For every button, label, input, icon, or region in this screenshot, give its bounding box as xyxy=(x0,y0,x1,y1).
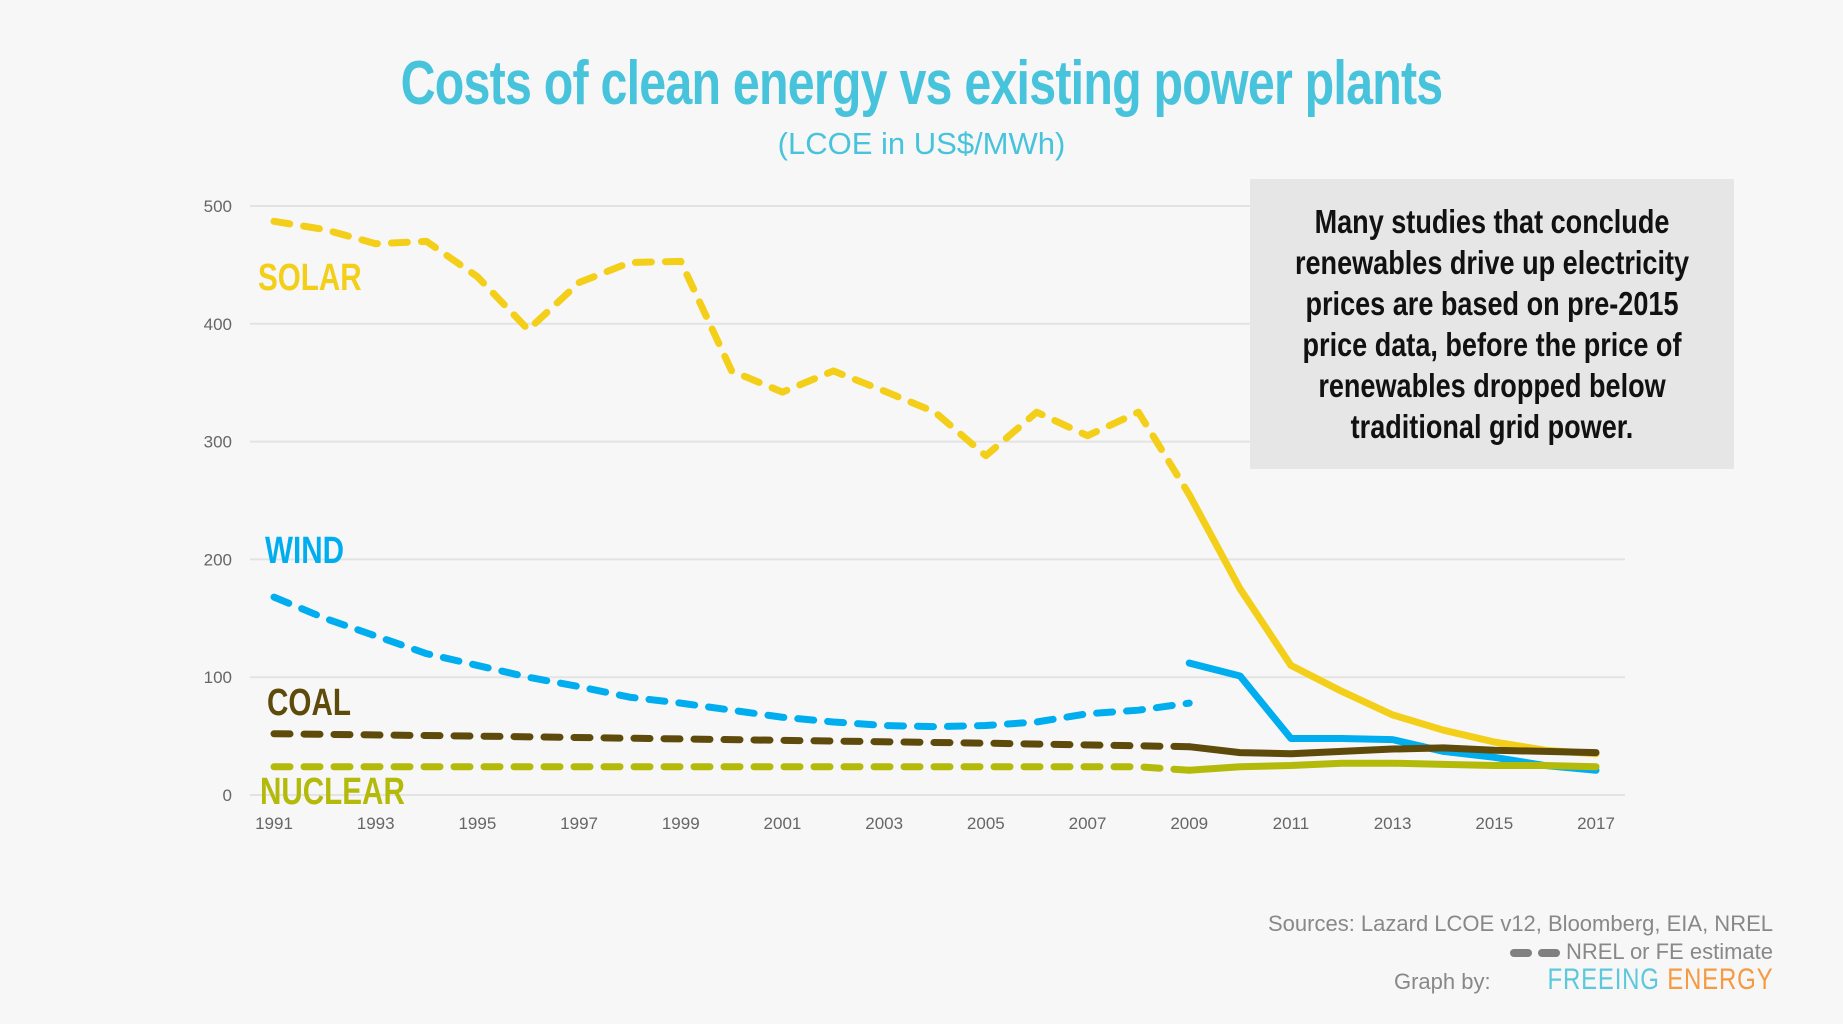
x-tick-label: 2009 xyxy=(1170,814,1208,833)
brand-word-1: FREEING xyxy=(1547,963,1660,996)
callout-box: Many studies that conclude renewables dr… xyxy=(1250,179,1734,469)
series-label-wind: WIND xyxy=(265,530,344,572)
y-tick-label: 500 xyxy=(204,197,232,216)
brand-logo: FREEING ENERGY xyxy=(1547,963,1773,996)
legend-estimate: NREL or FE estimate xyxy=(1268,938,1773,966)
x-tick-label: 1997 xyxy=(560,814,598,833)
credit: Graph by: FREEING ENERGY xyxy=(1268,963,1773,996)
series-label-solar: SOLAR xyxy=(258,257,362,299)
y-tick-label: 200 xyxy=(204,550,232,569)
sources-text: Sources: Lazard LCOE v12, Bloomberg, EIA… xyxy=(1267,911,1773,936)
x-tick-label: 1999 xyxy=(662,814,700,833)
coal-estimate-line xyxy=(270,730,1193,751)
y-tick-label: 300 xyxy=(204,433,232,452)
x-tick-label: 1993 xyxy=(357,814,395,833)
coal-actual-line xyxy=(1185,743,1600,758)
dash-icon xyxy=(1537,949,1560,958)
solar-actual-line xyxy=(1185,491,1600,758)
x-tick-label: 2011 xyxy=(1273,814,1310,833)
nuclear-actual-line xyxy=(1185,759,1600,774)
nuclear-estimate-line xyxy=(270,763,1193,774)
solar-estimate-line xyxy=(270,217,1193,499)
x-tick-label: 2017 xyxy=(1577,814,1615,833)
x-tick-label: 1991 xyxy=(255,814,293,833)
chart-subtitle: (LCOE in US$/MWh) xyxy=(777,126,1066,161)
callout-text: Many studies that conclude renewables dr… xyxy=(1294,203,1690,445)
x-tick-label: 1995 xyxy=(458,814,496,833)
y-tick-label: 400 xyxy=(204,315,232,334)
x-tick-label: 2005 xyxy=(967,814,1005,833)
dash-icon xyxy=(1509,949,1532,958)
y-tick-label: 0 xyxy=(223,786,232,805)
x-tick-label: 2003 xyxy=(865,814,903,833)
series-label-coal: COAL xyxy=(267,682,351,724)
chart-title: Costs of clean energy vs existing power … xyxy=(400,49,1444,118)
x-tick-label: 2001 xyxy=(764,814,802,833)
series-label-nuclear: NUCLEAR xyxy=(260,771,405,813)
x-tick-label: 2015 xyxy=(1475,814,1513,833)
graph-by-label: Graph by: xyxy=(1393,969,1491,994)
y-tick-label: 100 xyxy=(204,668,232,687)
footer: Sources: Lazard LCOE v12, Bloomberg, EIA… xyxy=(1268,910,1773,996)
x-tick-label: 2007 xyxy=(1069,814,1107,833)
brand-word-2: ENERGY xyxy=(1666,963,1773,996)
x-tick-label: 2013 xyxy=(1374,814,1412,833)
legend-label: NREL or FE estimate xyxy=(1565,939,1773,964)
wind-estimate-line xyxy=(270,593,1193,731)
